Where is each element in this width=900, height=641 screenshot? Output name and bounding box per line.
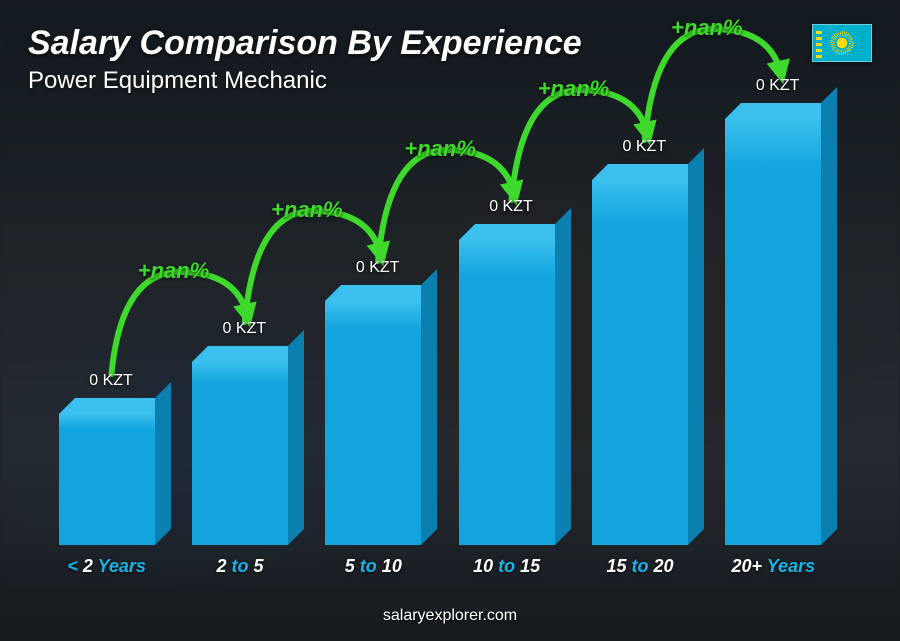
bar-side-face	[555, 208, 571, 545]
bar-front-face	[192, 362, 288, 545]
bar-front-face	[59, 414, 155, 545]
bar-category-label: 20+ Years	[731, 556, 815, 577]
bar-value-label: 0 KZT	[756, 77, 800, 95]
flag-sun-icon	[834, 35, 850, 51]
delta-label: +nan%	[671, 15, 743, 41]
bar-side-face	[288, 330, 304, 545]
delta-label: +nan%	[138, 258, 210, 284]
bar-front-face	[592, 180, 688, 545]
bar-front-face	[459, 240, 555, 545]
bar-0: 0 KZT< 2 Years	[40, 110, 173, 545]
bar3d: 0 KZT	[192, 362, 288, 545]
bar-front-face	[725, 119, 821, 545]
bar-value-label: 0 KZT	[356, 259, 400, 277]
delta-label: +nan%	[404, 136, 476, 162]
bar-front-face	[325, 301, 421, 545]
bar3d: 0 KZT	[59, 414, 155, 545]
country-flag	[812, 24, 872, 62]
chart-area: 0 KZT< 2 Years0 KZT2 to 50 KZT5 to 100 K…	[40, 110, 840, 581]
bar-1: 0 KZT2 to 5	[173, 110, 306, 545]
bar-side-face	[688, 148, 704, 545]
bar-value-label: 0 KZT	[489, 198, 533, 216]
bar-category-label: 2 to 5	[216, 556, 263, 577]
bar-3: 0 KZT10 to 15	[440, 110, 573, 545]
bar3d: 0 KZT	[325, 301, 421, 545]
delta-label: +nan%	[271, 197, 343, 223]
bar-category-label: < 2 Years	[67, 556, 146, 577]
bar-side-face	[821, 87, 837, 545]
footer-attribution: salaryexplorer.com	[383, 607, 517, 625]
bars-group: 0 KZT< 2 Years0 KZT2 to 50 KZT5 to 100 K…	[40, 110, 840, 545]
bar-category-label: 10 to 15	[473, 556, 540, 577]
page-title: Salary Comparison By Experience	[28, 24, 872, 63]
bar-value-label: 0 KZT	[89, 372, 133, 390]
bar-top-face	[59, 398, 171, 414]
chart-container: Salary Comparison By Experience Power Eq…	[0, 0, 900, 641]
bar3d: 0 KZT	[592, 180, 688, 545]
bar-value-label: 0 KZT	[223, 320, 267, 338]
bar-2: 0 KZT5 to 10	[307, 110, 440, 545]
bar-5: 0 KZT20+ Years	[707, 110, 840, 545]
bar-category-label: 15 to 20	[606, 556, 673, 577]
bar-category-label: 5 to 10	[345, 556, 402, 577]
flag-ornament	[816, 28, 822, 58]
bar-side-face	[155, 382, 171, 545]
page-subtitle: Power Equipment Mechanic	[28, 67, 872, 95]
bar-top-face	[459, 224, 571, 240]
delta-label: +nan%	[538, 76, 610, 102]
bar3d: 0 KZT	[459, 240, 555, 545]
bar-side-face	[421, 269, 437, 545]
bar-4: 0 KZT15 to 20	[573, 110, 706, 545]
bar3d: 0 KZT	[725, 119, 821, 545]
bar-value-label: 0 KZT	[623, 138, 667, 156]
